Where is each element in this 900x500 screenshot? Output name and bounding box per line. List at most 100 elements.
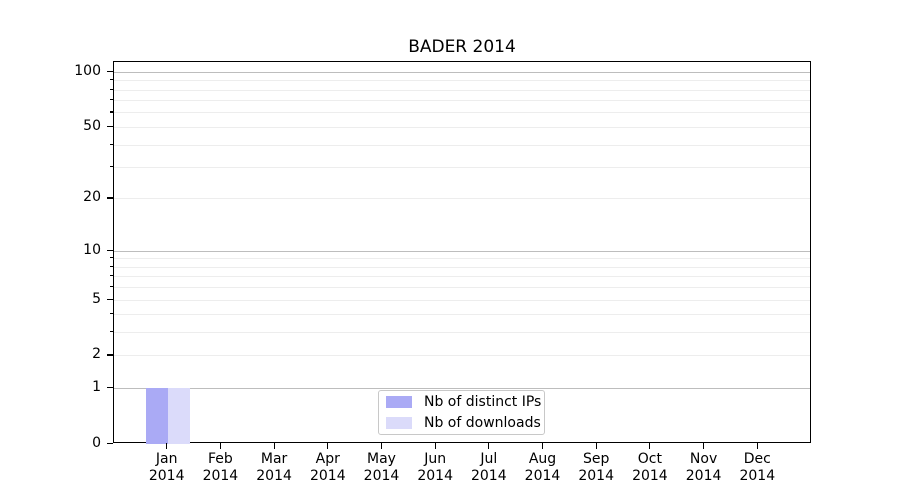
x-tick-year: 2014 [202, 467, 239, 484]
x-tick-year: 2014 [256, 467, 292, 484]
x-tick-mark [595, 443, 597, 449]
x-tick-mark [166, 443, 168, 449]
x-tick-label-oct: Oct 2014 [610, 451, 690, 484]
y-tick-label: 100 [74, 62, 101, 79]
x-tick-mark [273, 443, 275, 449]
x-tick-label-dec: Dec 2014 [717, 451, 797, 484]
y-axis: 0 1 2 5 10 20 50 100 [0, 61, 113, 451]
y-minor-tick-mark [110, 88, 113, 90]
x-tick-year: 2014 [524, 467, 561, 484]
x-tick-mark [327, 443, 329, 449]
minor-gridline [114, 198, 810, 200]
y-minor-tick-mark [110, 79, 113, 81]
x-tick-month: Jul [480, 451, 498, 467]
legend-entry-downloads: Nb of downloads [386, 414, 544, 432]
y-tick-mark [107, 70, 113, 72]
y-tick-mark [107, 354, 113, 356]
minor-gridline [114, 89, 810, 91]
x-tick-label-feb: Feb 2014 [180, 451, 260, 484]
legend: Nb of distinct IPs Nb of downloads [378, 390, 545, 435]
x-tick-year: 2014 [417, 467, 453, 484]
legend-swatch-distinct-ips [386, 396, 412, 408]
y-tick-mark [107, 387, 113, 389]
y-minor-tick-mark [110, 286, 113, 288]
x-tick-label-jul: Jul 2014 [449, 451, 529, 484]
x-tick-month: Jun [424, 451, 447, 467]
x-tick-label-sep: Sep 2014 [556, 451, 636, 484]
x-tick-year: 2014 [309, 467, 346, 484]
x-tick-mark [219, 443, 221, 449]
y-minor-tick-mark [110, 265, 113, 267]
x-tick-year: 2014 [578, 467, 614, 484]
legend-swatch-downloads [386, 417, 412, 429]
x-tick-label-jan: Jan 2014 [127, 451, 207, 484]
x-tick-mark [434, 443, 436, 449]
x-tick-year: 2014 [632, 467, 668, 484]
x-tick-label-may: May 2014 [342, 451, 422, 484]
minor-gridline [114, 332, 810, 334]
bar-jan-series0 [145, 388, 168, 444]
y-minor-tick-mark [110, 275, 113, 277]
x-tick-label-apr: Apr 2014 [288, 451, 368, 484]
minor-gridline [114, 287, 810, 289]
x-axis: Jan 2014 Feb 2014 Mar 2014 Apr 2014 May 2014 Jun 20… [113, 443, 811, 500]
minor-gridline [114, 258, 810, 260]
chart-title: BADER 2014 [408, 37, 516, 57]
x-tick-year: 2014 [148, 467, 185, 484]
x-tick-mark [756, 443, 758, 449]
plot-area [113, 61, 811, 444]
x-tick-month: Nov [689, 451, 718, 467]
major-gridline [114, 388, 810, 390]
y-tick-mark [107, 298, 113, 300]
y-tick-label: 5 [92, 290, 101, 307]
y-minor-tick-mark [110, 111, 113, 113]
y-tick-mark [107, 249, 113, 251]
y-minor-tick-mark [110, 99, 113, 101]
x-tick-year: 2014 [363, 467, 400, 484]
bar-jan-series1 [167, 388, 190, 444]
x-tick-month: Jan [155, 451, 178, 467]
minor-gridline [114, 299, 810, 301]
y-tick-mark [107, 125, 113, 128]
y-minor-tick-mark [110, 143, 113, 145]
y-minor-tick-mark [110, 313, 113, 315]
x-tick-year: 2014 [685, 467, 722, 484]
x-tick-month: Aug [528, 451, 557, 467]
minor-gridline [114, 314, 810, 316]
legend-entry-distinct-ips: Nb of distinct IPs [386, 393, 544, 411]
x-tick-month: Feb [207, 451, 233, 467]
x-tick-mark [703, 443, 705, 449]
y-tick-label: 0 [92, 435, 101, 451]
y-tick-mark [107, 197, 113, 199]
x-tick-mark [488, 443, 490, 449]
legend-label-downloads: Nb of downloads [424, 415, 541, 431]
minor-gridline [114, 144, 810, 146]
x-tick-month: Apr [315, 451, 340, 467]
legend-label-distinct-ips: Nb of distinct IPs [424, 394, 542, 410]
minor-gridline [114, 80, 810, 82]
y-minor-tick-mark [110, 257, 113, 259]
x-tick-mark [649, 443, 651, 449]
major-gridline [114, 71, 810, 73]
x-tick-year: 2014 [470, 467, 507, 484]
y-tick-label: 10 [83, 241, 101, 258]
minor-gridline [114, 276, 810, 278]
x-tick-month: Dec [743, 451, 771, 467]
x-tick-mark [541, 443, 544, 449]
y-tick-label: 2 [92, 346, 101, 363]
minor-gridline [114, 167, 810, 168]
minor-gridline [114, 100, 810, 102]
x-tick-mark [380, 443, 383, 449]
y-tick-label: 50 [83, 117, 101, 134]
x-tick-label-mar: Mar 2014 [234, 451, 314, 484]
y-tick-label: 20 [83, 189, 101, 206]
minor-gridline [114, 126, 810, 128]
y-tick-label: 1 [92, 379, 101, 396]
y-minor-tick-mark [110, 166, 113, 168]
x-tick-month: May [367, 451, 396, 467]
x-tick-month: Sep [582, 451, 610, 467]
x-tick-month: Mar [260, 451, 288, 467]
major-gridline [114, 250, 810, 252]
y-minor-tick-mark [110, 331, 113, 333]
